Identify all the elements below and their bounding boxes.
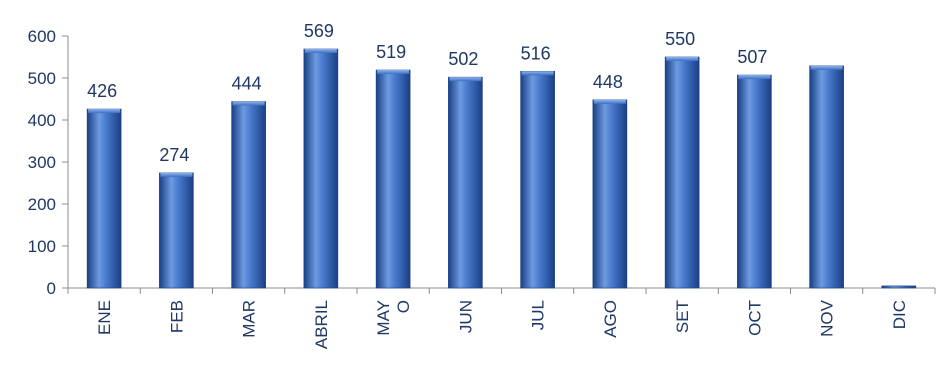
bar-cap-7 [593, 99, 626, 104]
category-label-line: O [394, 300, 413, 313]
bar-11 [881, 285, 917, 289]
category-label-7: AGO [601, 300, 620, 338]
bar-4 [375, 69, 411, 289]
category-label-10: NOV [818, 299, 837, 337]
category-label-line: NOV [818, 299, 837, 337]
bar-3 [303, 48, 339, 289]
category-label-8: SET [673, 300, 692, 333]
category-label-9: OCT [745, 300, 764, 336]
category-label-11: DIC [890, 300, 909, 329]
x-axis [67, 287, 936, 294]
category-label-line: AGO [601, 300, 620, 338]
bar-cap-10 [810, 65, 843, 70]
data-label-6: 516 [521, 43, 551, 63]
data-labels-group: 426 274 444 569 519 502 516 448 550 507 [87, 21, 767, 165]
y-tick-label: 500 [28, 69, 56, 88]
bar-cap-4 [377, 70, 410, 75]
y-tick-label: 0 [47, 279, 56, 298]
data-label-2: 444 [232, 74, 262, 94]
y-tick-label: 100 [28, 237, 56, 256]
bar-cap-9 [738, 75, 771, 80]
category-label-line: DIC [890, 300, 909, 329]
data-label-3: 569 [304, 21, 334, 41]
category-label-6: JUL [529, 300, 548, 330]
data-label-7: 448 [593, 72, 623, 92]
bar-2 [231, 101, 266, 289]
category-label-line: MAR [240, 300, 259, 338]
bar-cap-6 [521, 71, 554, 76]
data-label-9: 507 [737, 47, 767, 67]
category-label-line: JUL [529, 300, 548, 330]
bar-cap-2 [232, 101, 265, 106]
data-label-0: 426 [87, 81, 117, 101]
bar-cap-5 [449, 77, 482, 82]
bars-group [86, 48, 917, 289]
data-label-8: 550 [665, 29, 695, 49]
data-label-5: 502 [448, 49, 478, 69]
category-label-2: MAR [240, 300, 259, 338]
category-label-line: JUN [456, 300, 475, 333]
y-tick-label: 400 [28, 111, 56, 130]
bar-8 [664, 56, 700, 289]
bar-9 [737, 74, 772, 289]
bar-0 [86, 108, 122, 289]
bar-cap-1 [160, 172, 193, 177]
category-label-5: JUN [456, 300, 475, 333]
category-label-line: MAY [374, 300, 393, 336]
category-label-line: FEB [167, 300, 186, 333]
bar-cap-0 [88, 109, 121, 114]
data-label-1: 274 [159, 145, 189, 165]
bar-1 [159, 172, 194, 289]
category-label-line: ABRIL [312, 300, 331, 349]
category-label-3: ABRIL [312, 300, 331, 349]
category-label-line: OCT [745, 300, 764, 336]
bar-cap-3 [304, 49, 337, 54]
y-axis: 0 100 200 300 400 500 600 [28, 27, 69, 298]
data-label-4: 519 [376, 42, 406, 62]
category-label-1: FEB [167, 300, 186, 333]
bar-5 [448, 76, 483, 289]
bar-7 [592, 99, 628, 289]
y-tick-label: 200 [28, 195, 56, 214]
category-label-line: ENE [95, 300, 114, 335]
bar-10 [809, 65, 844, 289]
category-label-0: ENE [95, 300, 114, 335]
y-tick-label: 300 [28, 153, 56, 172]
bar-6 [520, 70, 555, 289]
category-label-4: MAYO [374, 300, 413, 336]
bar-cap-8 [666, 57, 699, 61]
category-labels-group: ENE FEB MAR ABRIL MAYO JUN JUL AGO SET OCT NOV DIC [95, 299, 909, 349]
y-tick-label: 600 [28, 27, 56, 46]
category-label-line: SET [673, 300, 692, 333]
